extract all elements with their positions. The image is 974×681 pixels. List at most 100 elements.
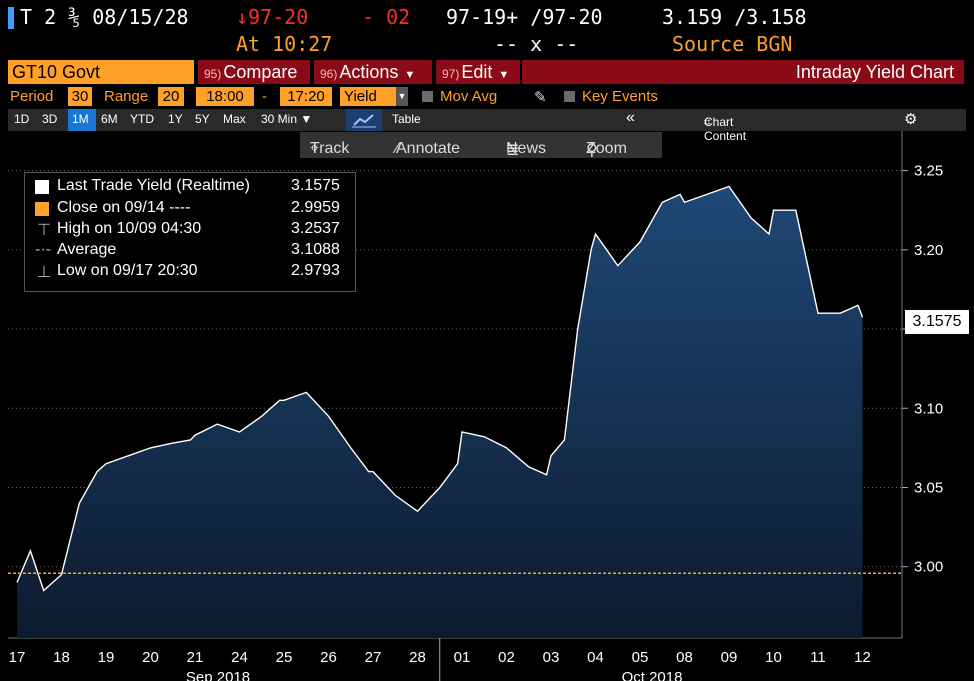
range-bar: 1D 3D 1M 6M YTD 1Y 5Y Max 30 Min ▼ Table… (8, 109, 966, 143)
options-bar: Period 30 Range 20 18:00 - 17:20 Yield ▼… (0, 86, 974, 108)
legend-high-value: 3.2537 (291, 220, 340, 237)
actions-menu[interactable]: 96) Actions ▼ (314, 60, 432, 84)
mov-avg-checkbox[interactable] (422, 91, 433, 102)
legend-low: ⊥ Low on 09/17 20:30 2.9793 (25, 262, 355, 282)
x-tick-label-03: 03 (543, 649, 560, 666)
field-select[interactable]: Yield (340, 87, 398, 106)
edit-menu[interactable]: 97) Edit ▼ (436, 60, 520, 84)
legend-average-label: Average (57, 241, 117, 258)
x-tick-label-27: 27 (365, 649, 382, 666)
chevron-down-icon: ▼ (498, 69, 510, 81)
range-1y[interactable]: 1Y (168, 112, 183, 126)
x-tick-label-26: 26 (320, 649, 337, 666)
x-tick-label-04: 04 (587, 649, 604, 666)
range-1m[interactable]: 1M (72, 112, 89, 126)
start-time-field[interactable]: 18:00 (196, 87, 254, 106)
x-tick-label-25: 25 (276, 649, 293, 666)
x-tick-label-18: 18 (53, 649, 70, 666)
compare-num: 95) (204, 67, 222, 81)
active-range-highlight (68, 109, 96, 131)
news-label: News (506, 140, 547, 157)
edit-num: 97) (442, 67, 460, 81)
legend-last-value: 3.1575 (291, 177, 340, 194)
price-change: ↓97-20 (236, 5, 309, 29)
x-tick-label-28: 28 (409, 649, 426, 666)
field-select-value: Yield (344, 88, 377, 105)
quote-time: At 10:27 (236, 32, 333, 56)
bid-ask-size: -- x -- (494, 32, 579, 56)
x-tick-label-11: 11 (810, 649, 826, 666)
y-tick-label-1: 3.05 (914, 479, 943, 496)
current-yield-label: 3.1575 (905, 310, 969, 334)
range-max[interactable]: Max (223, 112, 246, 126)
x-tick-label-17: 17 (9, 649, 26, 666)
yield-line (16, 185, 864, 592)
x-tick-label-19: 19 (98, 649, 115, 666)
edit-label: Edit (461, 62, 493, 82)
chart-mode-button[interactable] (346, 109, 382, 131)
table-button[interactable]: Table (392, 112, 421, 126)
period-label: Period (10, 88, 54, 105)
key-events-checkbox[interactable] (564, 91, 575, 102)
bid-ask: 97-19+ /97-20 (446, 5, 603, 29)
legend-average: -·- Average 3.1088 (25, 241, 355, 261)
chart-legend: Last Trade Yield (Realtime) 3.1575 Close… (24, 172, 356, 292)
key-events-label: Key Events (582, 88, 658, 105)
track-label: Track (310, 140, 350, 157)
average-marker-icon: -·- (35, 241, 51, 258)
legend-last-label: Last Trade Yield (Realtime) (57, 177, 250, 194)
legend-high-label: High on 10/09 04:30 (57, 220, 202, 237)
legend-low-label: Low on 09/17 20:30 (57, 262, 198, 279)
chart-content-label: Chart Content (704, 115, 747, 143)
pencil-icon[interactable]: ✎ (534, 89, 547, 106)
zoom-label: Zoom (586, 140, 627, 157)
y-tick-label-2: 3.10 (914, 400, 943, 417)
legend-swatch-close (35, 202, 49, 216)
time-dash: - (262, 88, 267, 105)
command-bar: GT10 Govt 95) Compare 96) Actions ▼ 97) Edit… (0, 59, 974, 85)
yield-area (17, 186, 863, 638)
security-marker (8, 7, 14, 29)
range-1d[interactable]: 1D (14, 112, 30, 126)
x-tick-label-21: 21 (187, 649, 204, 666)
high-marker-icon: ⊤ (37, 222, 51, 239)
quote-header: T 2 ⅗ 08/15/28 ↓97-20 - 02 97-19+ /97-20… (0, 0, 974, 34)
y-tick-label-0: 3.00 (914, 559, 943, 576)
range-ytd[interactable]: YTD (130, 112, 154, 126)
magnifier-icon: ⚲ (586, 142, 603, 159)
month-label-sep: Sep 2018 (186, 669, 250, 681)
end-time-field[interactable]: 17:20 (280, 87, 332, 106)
x-tick-label-24: 24 (231, 649, 248, 666)
chevron-down-icon[interactable]: ▼ (396, 87, 408, 106)
chart-title: Intraday Yield Chart (522, 60, 964, 84)
legend-close-label: Close on 09/14 ---- (57, 199, 191, 216)
compare-label: Compare (223, 62, 298, 82)
pricing-source: Source BGN (672, 32, 793, 56)
gear-icon[interactable]: ⚙ (904, 111, 918, 128)
line-chart-icon (352, 114, 376, 128)
x-tick-label-20: 20 (142, 649, 159, 666)
period-field[interactable]: 30 (68, 87, 92, 106)
bid-ask-yields: 3.159 /3.158 (662, 5, 807, 29)
crosshair-icon: ⌖ (310, 140, 324, 157)
x-tick-label-05: 05 (632, 649, 649, 666)
range-label: Range (104, 88, 149, 105)
range-field[interactable]: 20 (158, 87, 184, 106)
chart-tools: ⌖ Track ∕ Annotate ≣ News ⚲ Zoom (300, 132, 662, 159)
range-6m[interactable]: 6M (101, 112, 118, 126)
low-marker-icon: ⊥ (37, 264, 51, 281)
legend-high: ⊤ High on 10/09 04:30 3.2537 (25, 220, 355, 240)
x-tick-label-12: 12 (854, 649, 871, 666)
net-change: - 02 (362, 5, 411, 29)
legend-low-value: 2.9793 (291, 262, 340, 279)
range-5y[interactable]: 5Y (195, 112, 210, 126)
quote-subheader: At 10:27 -- x -- Source BGN (0, 32, 974, 58)
mov-avg-label: Mov Avg (440, 88, 498, 105)
ticker-input[interactable]: GT10 Govt (8, 60, 194, 84)
range-3d[interactable]: 3D (42, 112, 58, 126)
actions-num: 96) (320, 67, 338, 81)
legend-close: Close on 09/14 ---- 2.9959 (25, 199, 355, 219)
compare-button[interactable]: 95) Compare (198, 60, 310, 84)
frequency-select[interactable]: 30 Min ▼ (261, 112, 313, 126)
collapse-button[interactable]: « (626, 109, 635, 126)
